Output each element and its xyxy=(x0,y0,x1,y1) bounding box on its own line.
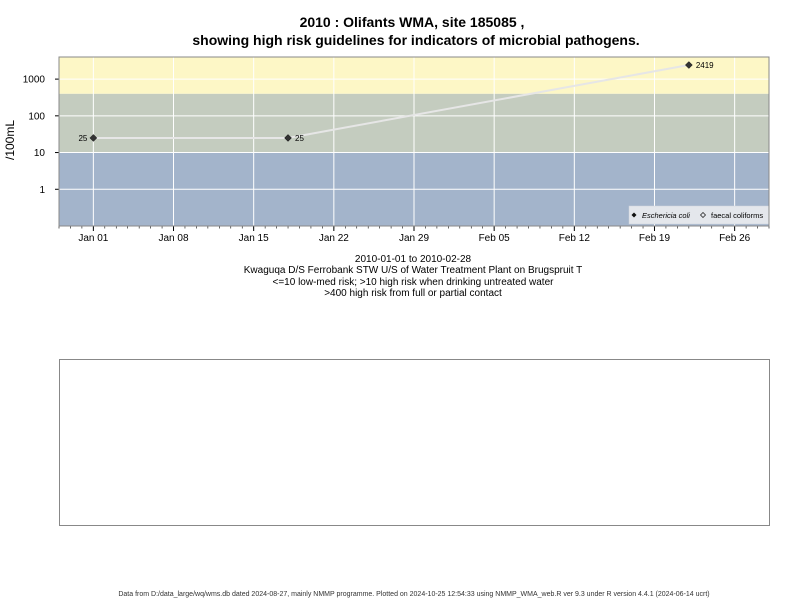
y-tick-label: 1000 xyxy=(23,75,46,86)
x-tick-label: Feb 19 xyxy=(639,233,671,244)
x-tick-label: Feb 05 xyxy=(479,233,511,244)
x-tick-label: Jan 15 xyxy=(239,233,269,244)
data-point-label: 25 xyxy=(295,134,304,143)
data-point-label: 2419 xyxy=(696,61,714,70)
y-axis-label: /100mL xyxy=(3,120,17,160)
x-tick-label: Feb 12 xyxy=(559,233,591,244)
data-point-label: 25 xyxy=(78,134,87,143)
caption-drinking-risk: <=10 low-med risk; >10 high risk when dr… xyxy=(273,277,555,288)
y-tick-label: 10 xyxy=(34,148,46,159)
chart-title-line-1: 2010 : Olifants WMA, site 185085 , xyxy=(300,14,525,30)
caption-contact-risk: >400 high risk from full or partial cont… xyxy=(324,288,502,299)
legend-marker-open-diamond xyxy=(700,212,706,218)
legend-label-e-coli: Eschericia coli xyxy=(642,211,690,220)
data-point xyxy=(684,61,693,69)
x-tick-label: Jan 29 xyxy=(399,233,429,244)
data-point xyxy=(89,134,98,142)
x-tick-label: Jan 01 xyxy=(78,233,108,244)
plot-frame xyxy=(58,56,770,227)
legend-marker-filled-diamond xyxy=(631,212,637,218)
x-tick-label: Jan 22 xyxy=(319,233,349,244)
x-tick-label: Jan 08 xyxy=(159,233,189,244)
plot-area: 1 10 100 1000 Jan 01 Jan 08 Jan 15 Jan 22 Jan 29… xyxy=(23,56,770,244)
x-tick-label: Feb 26 xyxy=(719,233,751,244)
footer-note: Data from D:/data_large/wq/wms.db dated … xyxy=(118,591,709,598)
caption-date-range: 2010-01-01 to 2010-02-28 xyxy=(355,254,472,265)
data-point xyxy=(284,134,292,142)
chart-title-line-2: showing high risk guidelines for indicat… xyxy=(192,32,639,48)
legend-label-faecal-coliforms: faecal coliforms xyxy=(711,211,763,220)
caption-site-name: Kwaguqa D/S Ferrobank STW U/S of Water T… xyxy=(244,265,582,276)
empty-second-panel xyxy=(59,359,770,526)
y-tick-label: 100 xyxy=(28,111,45,122)
y-tick-label: 1 xyxy=(39,185,45,196)
